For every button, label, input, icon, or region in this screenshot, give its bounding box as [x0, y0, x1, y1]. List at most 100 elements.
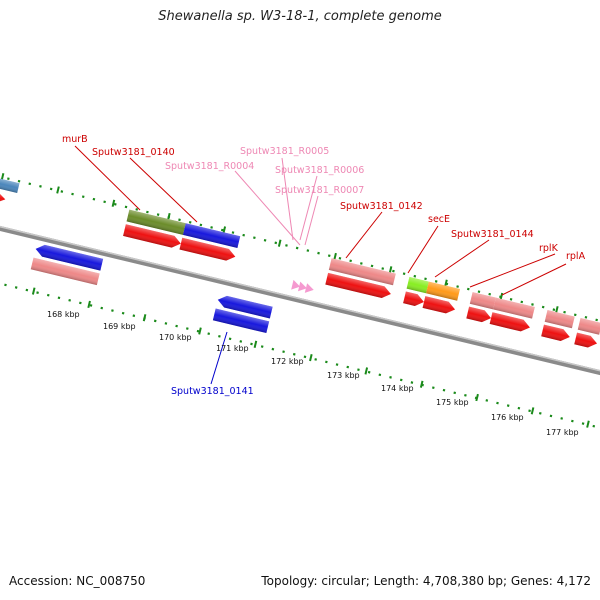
- gene-label-sputw3181-0140[interactable]: Sputw3181_0140: [92, 147, 175, 158]
- tick-dot: [381, 267, 385, 270]
- tick-dot: [4, 283, 7, 287]
- gene-label-sputw3181-r0006[interactable]: Sputw3181_R0006: [275, 165, 364, 176]
- gene-label-murB[interactable]: murB: [62, 134, 88, 145]
- leader-line: [299, 175, 318, 241]
- leader-line: [234, 170, 301, 246]
- major-tick: [56, 186, 60, 194]
- tick-dot: [531, 303, 534, 306]
- scale-labels: 168 kbp 169 kbp 170 kbp 171 kbp 172 kbp …: [47, 310, 579, 437]
- major-tick: [142, 314, 147, 322]
- tick-dot: [220, 228, 224, 232]
- gene-label-rplA[interactable]: rplA: [566, 251, 586, 262]
- major-tick: [419, 380, 424, 388]
- leader-line: [434, 239, 490, 278]
- scale-label: 175 kbp: [436, 398, 469, 407]
- tick-dot: [228, 337, 232, 341]
- tick-dot: [573, 313, 577, 317]
- backbone-line: [0, 181, 600, 420]
- tick-dot: [431, 386, 435, 389]
- tick-dot: [357, 368, 360, 371]
- tick-dot: [39, 185, 42, 188]
- tick-dot: [68, 299, 71, 302]
- tick-dot: [560, 417, 564, 420]
- major-tick: [111, 199, 116, 207]
- tick-dot: [303, 355, 307, 359]
- tick-dot: [464, 394, 467, 397]
- tick-dot: [338, 256, 342, 260]
- gene-label-sputw3181-r0005[interactable]: Sputw3181_R0005: [240, 146, 329, 157]
- leader-line: [210, 331, 228, 385]
- tick-dot: [274, 241, 278, 245]
- gene-label-secE[interactable]: secE: [428, 214, 450, 225]
- gene-label-sputw3181-r0007[interactable]: Sputw3181_R0007: [275, 185, 364, 196]
- tick-dot: [402, 272, 406, 276]
- major-tick: [309, 353, 313, 362]
- tick-dot: [528, 409, 531, 413]
- major-tick: [87, 300, 91, 309]
- sputw3181-0142-arrow-shade: [325, 272, 391, 299]
- rplL-gene-shade: [577, 317, 600, 335]
- tick-dot: [517, 406, 521, 410]
- tick-dot: [306, 249, 310, 252]
- map-title: Shewanella sp. W3-18-1, complete genome: [158, 9, 442, 24]
- gene-label-sputw3181-0141[interactable]: Sputw3181_0141: [171, 386, 254, 397]
- tick-dot: [178, 218, 181, 222]
- tick-dot: [410, 381, 414, 384]
- major-tick: [277, 239, 282, 247]
- tick-dot: [132, 314, 136, 318]
- tick-dot: [121, 311, 125, 315]
- tick-dot: [282, 350, 285, 354]
- major-tick: [222, 226, 227, 234]
- major-tick: [444, 279, 448, 287]
- label-leader-lines: [74, 145, 567, 385]
- tick-dot: [103, 200, 106, 204]
- gene-labels: murB Sputw3181_0140 Sputw3181_R0004 Sput…: [62, 134, 586, 397]
- gene-label-rplK[interactable]: rplK: [539, 243, 559, 254]
- tick-dot: [36, 291, 39, 294]
- tick-dot: [253, 236, 256, 240]
- tick-dot: [584, 316, 588, 319]
- tick-dot: [360, 262, 363, 265]
- tick-dot: [346, 365, 350, 369]
- secE-gene-shade: [406, 276, 429, 294]
- leader-line: [469, 253, 556, 288]
- tick-dot: [207, 332, 211, 336]
- tick-dot: [552, 308, 556, 311]
- tick-dot: [135, 208, 139, 211]
- tick-dot: [28, 182, 32, 186]
- tick-dot: [349, 259, 352, 263]
- leader-line: [281, 157, 294, 241]
- left-blue-arrow-shade: [35, 244, 104, 271]
- rplA-gene-shade: [493, 297, 535, 319]
- tick-dot: [295, 246, 299, 250]
- tick-dot: [456, 285, 459, 288]
- tick-dot: [538, 411, 542, 415]
- tick-dot: [571, 419, 574, 423]
- genome-summary-text: Topology: circular; Length: 4,708,380 bp…: [261, 574, 591, 588]
- tick-dot: [164, 322, 168, 325]
- major-tick: [333, 252, 337, 261]
- major-tick: [530, 407, 535, 415]
- major-tick: [167, 212, 171, 221]
- gene-label-sputw3181-r0004[interactable]: Sputw3181_R0004: [165, 161, 254, 172]
- tick-dot: [17, 179, 21, 183]
- leader-line: [345, 211, 383, 259]
- leader-line: [129, 157, 198, 223]
- murB-gene-shade: [126, 209, 186, 235]
- gene-label-sputw3181-0144[interactable]: Sputw3181_0144: [451, 229, 534, 240]
- tick-dot: [327, 254, 331, 258]
- tick-dot: [199, 223, 203, 227]
- tick-dot: [477, 290, 481, 293]
- tick-dot: [49, 187, 53, 191]
- tick-dot: [335, 363, 339, 366]
- gene-label-sputw3181-0142[interactable]: Sputw3181_0142: [340, 201, 423, 212]
- leader-line: [304, 195, 319, 246]
- sputw3181-0142-gene-shade: [328, 258, 396, 286]
- nusG-arrow-shade: [422, 296, 456, 314]
- tick-dot: [263, 238, 267, 242]
- major-tick: [364, 367, 369, 375]
- tick-dot: [92, 197, 96, 201]
- backbone-highlight: [0, 181, 600, 417]
- tick-dot: [367, 370, 371, 374]
- tick-dot: [496, 401, 499, 405]
